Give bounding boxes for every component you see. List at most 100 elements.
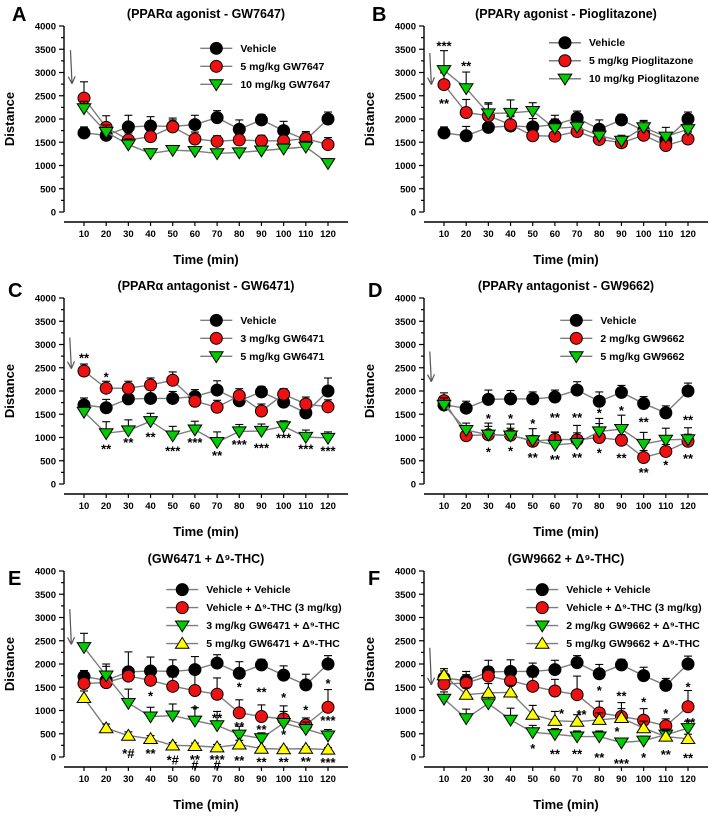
- significance-mark: *: [508, 411, 514, 426]
- svg-text:1000: 1000: [35, 161, 56, 172]
- significance-mark: *: [663, 457, 669, 472]
- y-axis-label: Distance: [362, 364, 377, 418]
- panel-e-chart: 0 500 1000 1500 2000 2500 3000 3500 4000 10 20 30 40…: [2, 552, 348, 812]
- panel-d-chart: 0 500 1000 1500 2000 2500 3000 3500 4000 10 20 30 40…: [362, 279, 708, 539]
- significance-mark: **: [572, 410, 583, 425]
- svg-text:4000: 4000: [395, 294, 416, 305]
- svg-text:2000: 2000: [35, 660, 56, 671]
- svg-text:500: 500: [40, 729, 56, 740]
- panel-d: 0 500 1000 1500 2000 2500 3000 3500 4000 10 20 30 40…: [360, 272, 720, 544]
- svg-text:10: 10: [439, 774, 450, 785]
- series-10-mg-kg-pioglitazone: [436, 50, 696, 148]
- svg-text:50: 50: [527, 229, 538, 240]
- svg-text:30: 30: [123, 774, 134, 785]
- legend: Vehicle 5 mg/kg Pioglitazone 10 mg/kg Piog…: [548, 36, 699, 86]
- svg-text:2500: 2500: [35, 363, 56, 374]
- significance-mark: *: [641, 695, 647, 710]
- svg-text:3500: 3500: [35, 590, 56, 601]
- significance-mark: **: [190, 752, 201, 767]
- injection-arrow: [426, 351, 436, 382]
- panel-a-chart: 0 500 1000 1500 2000 2500 3000 3500 4000 10 20 30 40…: [2, 7, 348, 267]
- panel-b: 0 500 1000 1500 2000 2500 3000 3500 4000 10 20 30 40…: [360, 0, 720, 272]
- series-5-mg-kg-gw9662: [436, 397, 696, 453]
- significance-mark: *: [325, 676, 331, 691]
- svg-text:50: 50: [167, 501, 178, 512]
- significance-mark: *: [508, 443, 514, 458]
- y-axis-label: Distance: [2, 92, 17, 146]
- svg-text:80: 80: [594, 501, 605, 512]
- svg-text:70: 70: [212, 501, 223, 512]
- svg-text:110: 110: [298, 229, 313, 240]
- svg-text:90: 90: [616, 501, 627, 512]
- svg-text:110: 110: [298, 774, 313, 785]
- svg-text:1500: 1500: [35, 138, 56, 149]
- svg-text:2000: 2000: [395, 387, 416, 398]
- x-axis-label: Time (min): [173, 524, 239, 539]
- svg-text:3000: 3000: [395, 68, 416, 79]
- significance-mark: **: [212, 710, 223, 725]
- significance-mark: **: [145, 430, 156, 445]
- significance-mark: *: [641, 750, 647, 765]
- significance-mark: *: [530, 741, 536, 756]
- significance-mark: **: [639, 415, 650, 430]
- svg-text:0: 0: [411, 480, 416, 491]
- significance-mark: **: [683, 412, 694, 427]
- series-10-mg-kg-gw7647: [76, 100, 336, 171]
- series-5-mg-kg-gw6471-thc: [76, 690, 336, 755]
- significance-mark: *: [104, 370, 110, 385]
- legend-label: 10 mg/kg Pioglitazone: [589, 73, 699, 85]
- legend-label: 5 mg/kg GW6471 + Δ⁹-THC: [206, 638, 340, 650]
- svg-text:120: 120: [680, 774, 696, 785]
- significance-mark: *: [486, 444, 492, 459]
- significance-annotations: * ** **** ****** ** ** ** *** * ** **: [530, 679, 696, 771]
- svg-text:3000: 3000: [35, 613, 56, 624]
- svg-text:90: 90: [616, 774, 627, 785]
- svg-text:500: 500: [400, 456, 416, 467]
- significance-mark: ***: [165, 443, 181, 458]
- svg-text:2500: 2500: [395, 636, 416, 647]
- panel-letter-d: D: [368, 280, 383, 302]
- svg-text:100: 100: [276, 229, 292, 240]
- panel-b-chart: 0 500 1000 1500 2000 2500 3000 3500 4000 10 20 30 40…: [362, 7, 708, 267]
- svg-text:20: 20: [101, 774, 112, 785]
- svg-text:3000: 3000: [35, 68, 56, 79]
- x-axis-label: Time (min): [533, 252, 599, 267]
- significance-mark: *: [530, 416, 536, 431]
- legend-label: Vehicle: [600, 315, 636, 327]
- axes: 0 500 1000 1500 2000 2500 3000 3500 4000 10 20 30 40…: [395, 567, 708, 785]
- series-vehicle: [437, 381, 695, 420]
- significance-mark: **: [123, 435, 134, 450]
- significance-mark: **: [550, 747, 561, 762]
- significance-mark: **: [572, 747, 583, 762]
- svg-text:30: 30: [123, 501, 134, 512]
- y-axis-label: Distance: [2, 364, 17, 418]
- svg-text:20: 20: [101, 229, 112, 240]
- x-axis-label: Time (min): [533, 797, 599, 812]
- chart-title: (PPARα agonist - GW7647): [127, 7, 285, 21]
- significance-mark: **: [685, 715, 696, 730]
- svg-text:3500: 3500: [35, 317, 56, 328]
- svg-text:0: 0: [51, 753, 56, 764]
- chart-title: (GW6471 + Δ⁹-THC): [148, 552, 265, 566]
- chart-title: (PPARγ agonist - Pioglitazone): [475, 7, 657, 21]
- chart-title: (PPARα antagonist - GW6471): [118, 279, 295, 293]
- significance-mark: **: [594, 750, 605, 765]
- panel-letter-e: E: [8, 568, 22, 590]
- svg-text:60: 60: [550, 229, 561, 240]
- svg-text:60: 60: [190, 774, 201, 785]
- injection-arrow: [66, 337, 76, 369]
- svg-text:4000: 4000: [395, 22, 416, 33]
- y-axis-label: Distance: [2, 637, 17, 691]
- svg-text:70: 70: [572, 501, 583, 512]
- injection-arrow: [67, 50, 76, 84]
- legend-label: Vehicle + Δ⁹-THC (3 mg/kg): [566, 602, 701, 614]
- svg-text:3500: 3500: [395, 317, 416, 328]
- significance-mark: **: [101, 442, 112, 457]
- svg-text:100: 100: [276, 501, 292, 512]
- svg-text:3000: 3000: [35, 340, 56, 351]
- significance-mark: *: [559, 706, 565, 721]
- svg-text:1000: 1000: [395, 433, 416, 444]
- svg-text:90: 90: [256, 774, 267, 785]
- significance-mark: ***: [254, 441, 270, 456]
